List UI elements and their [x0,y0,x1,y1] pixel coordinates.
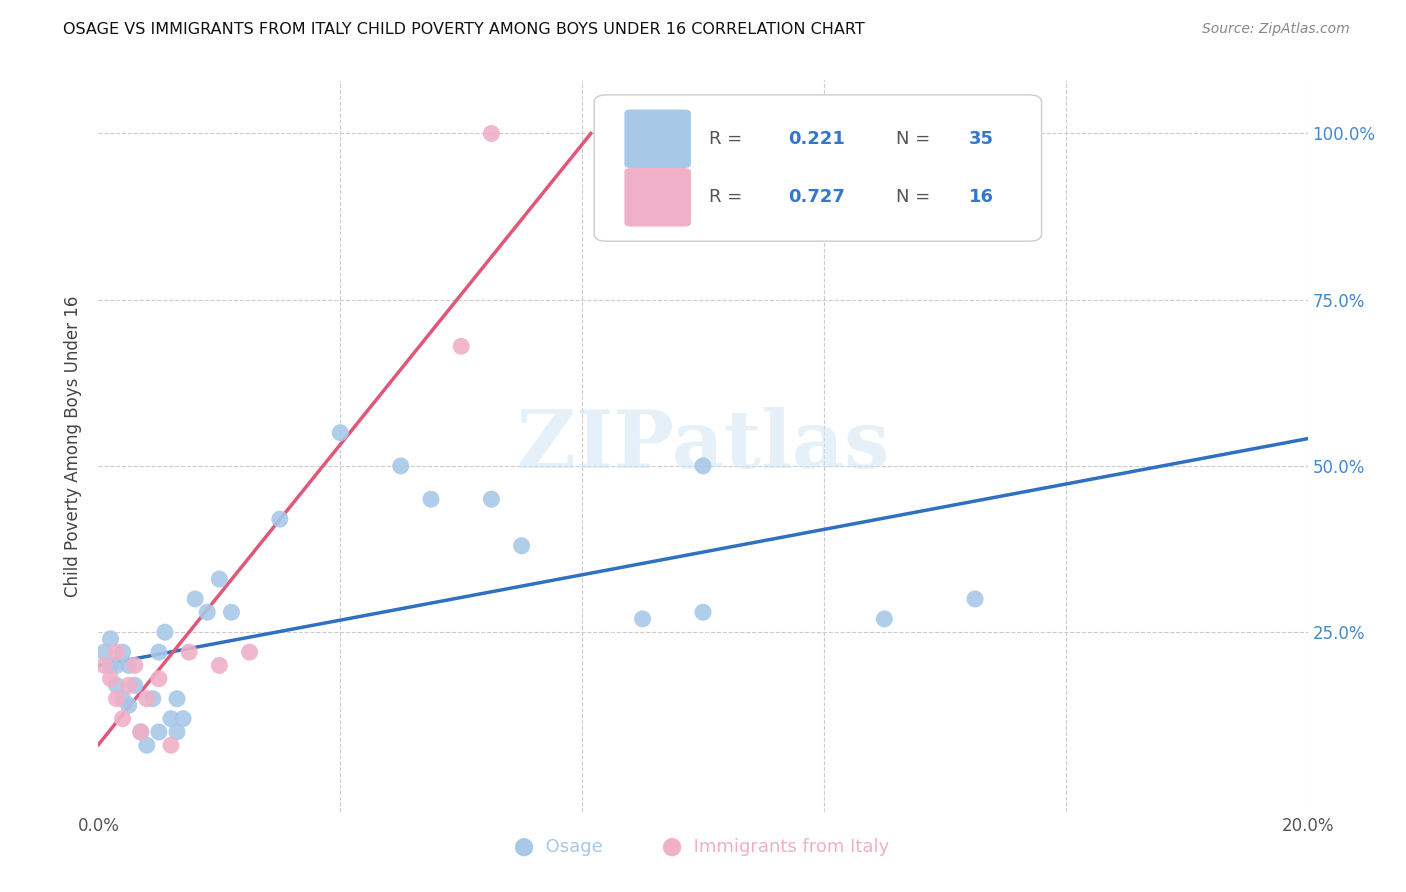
Point [100,672,122,686]
FancyBboxPatch shape [595,95,1042,241]
Point [166,725,188,739]
Point [100,658,122,673]
Point [420,492,443,507]
Text: 0.727: 0.727 [787,188,845,206]
Point [195,605,218,619]
Point [118,658,141,673]
Text: N =: N = [897,130,936,148]
Point [148,672,170,686]
Text: ZIPatlas: ZIPatlas [517,407,889,485]
Point [179,645,201,659]
Text: OSAGE VS IMMIGRANTS FROM ITALY CHILD POVERTY AMONG BOYS UNDER 16 CORRELATION CHA: OSAGE VS IMMIGRANTS FROM ITALY CHILD POV… [63,22,865,37]
Point [692,458,714,473]
Point [111,691,134,706]
Text: R =: R = [709,130,748,148]
Point [631,612,654,626]
Point [93,645,115,659]
Point [105,658,128,673]
Point [142,691,165,706]
Text: N =: N = [897,188,936,206]
Point [153,625,176,640]
Point [208,658,231,673]
FancyBboxPatch shape [624,110,690,168]
Text: 16: 16 [969,188,994,206]
Point [148,645,170,659]
Point [692,605,714,619]
Text: 35: 35 [969,130,994,148]
Point [124,658,146,673]
Point [329,425,352,440]
Point [105,678,128,692]
Point [93,658,115,673]
Text: R =: R = [709,188,748,206]
Point [124,678,146,692]
Point [135,691,157,706]
Point [111,645,134,659]
Point [239,645,262,659]
Point [965,591,987,606]
Point [166,691,188,706]
Text: 0.221: 0.221 [787,130,845,148]
Point [129,725,152,739]
Point [160,712,183,726]
Point [172,712,194,726]
Text: Source: ZipAtlas.com: Source: ZipAtlas.com [1202,22,1350,37]
Text: ⬤  Immigrants from Italy: ⬤ Immigrants from Italy [662,838,889,855]
FancyBboxPatch shape [624,168,690,227]
Point [389,458,412,473]
Point [873,612,896,626]
Text: ⬤  Osage: ⬤ Osage [513,838,602,855]
Point [450,339,472,353]
Point [135,738,157,752]
Point [160,738,183,752]
Point [510,539,533,553]
Point [129,725,152,739]
Point [105,645,128,659]
Y-axis label: Child Poverty Among Boys Under 16: Child Poverty Among Boys Under 16 [65,295,83,597]
Point [148,725,170,739]
Point [118,698,141,713]
Point [269,512,291,526]
Point [184,591,207,606]
Point [208,572,231,586]
Point [111,712,134,726]
Point [481,127,503,141]
Point [100,632,122,646]
Point [105,691,128,706]
Point [221,605,243,619]
Point [118,678,141,692]
Point [481,492,503,507]
